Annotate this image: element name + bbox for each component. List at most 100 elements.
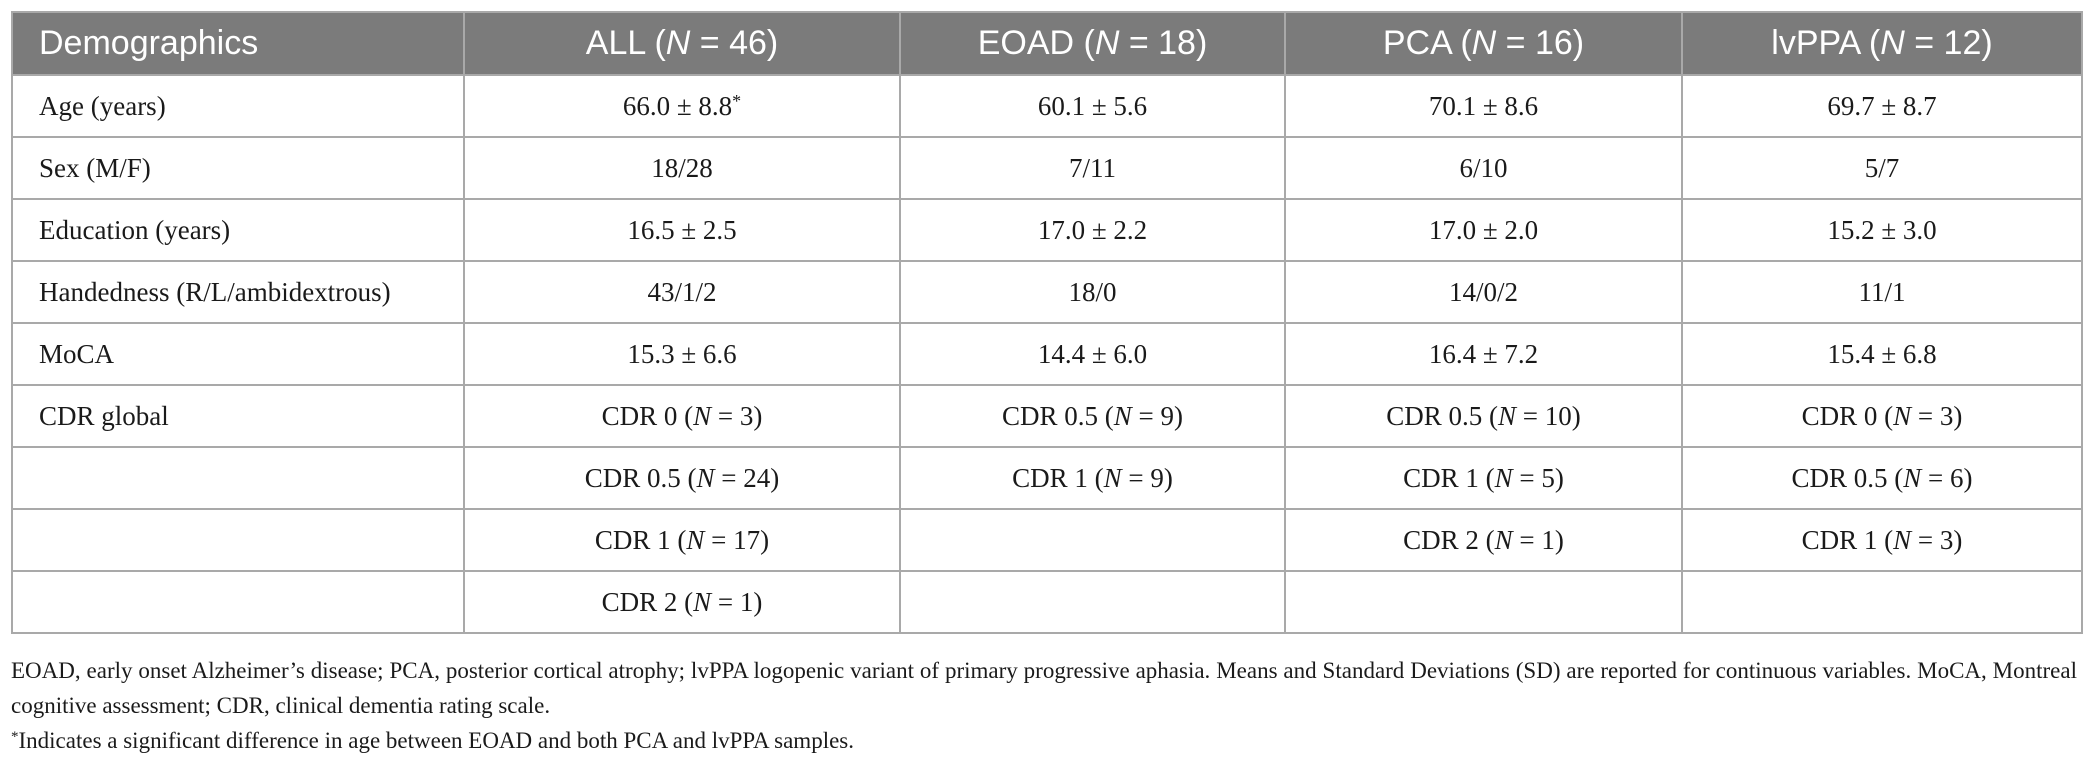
table-row: CDR global CDR 0 (N = 3) CDR 0.5 (N = 9) CD… bbox=[11, 384, 2083, 448]
header-lvppa: lvPPA (N = 12) bbox=[1681, 11, 2083, 76]
table-cell: 15.4 ± 6.8 bbox=[1681, 322, 2083, 386]
cell-value-post: = 1) bbox=[1512, 524, 1564, 555]
cell-value-italic: N bbox=[1494, 524, 1513, 555]
table-row: Handedness (R/L/ambidextrous) 43/1/2 18/0 1… bbox=[11, 260, 2083, 324]
cell-value-italic: N bbox=[696, 462, 715, 493]
table-footnotes: EOAD, early onset Alzheimer’s disease; P… bbox=[11, 653, 2077, 758]
cell-value: 6/10 bbox=[1459, 152, 1508, 183]
cell-value: 5/7 bbox=[1864, 152, 1900, 183]
header-label-italic: N bbox=[665, 24, 691, 62]
table-cell: CDR 0 (N = 3) bbox=[463, 384, 901, 448]
cell-value: 18/0 bbox=[1068, 276, 1117, 307]
header-label-pre: EOAD ( bbox=[977, 24, 1095, 62]
table-cell bbox=[899, 508, 1286, 572]
cell-value-post: = 10) bbox=[1516, 400, 1581, 431]
row-label bbox=[11, 570, 465, 634]
cell-value-pre: CDR 0 ( bbox=[1801, 400, 1894, 431]
table-cell: CDR 2 (N = 1) bbox=[463, 570, 901, 634]
table-cell: 15.2 ± 3.0 bbox=[1681, 198, 2083, 262]
row-label: Age (years) bbox=[11, 74, 465, 138]
cell-value: 69.7 ± 8.7 bbox=[1827, 90, 1937, 121]
cell-value-pre: CDR 1 ( bbox=[1801, 524, 1894, 555]
cell-value: 14/0/2 bbox=[1448, 276, 1518, 307]
cell-value-post: = 3) bbox=[711, 400, 763, 431]
table-row: CDR 1 (N = 17) CDR 2 (N = 1) CDR 1 (N = 3) bbox=[11, 508, 2083, 572]
significance-marker: * bbox=[11, 729, 19, 745]
header-label: Demographics bbox=[39, 24, 259, 62]
cell-value-post: = 9) bbox=[1121, 462, 1173, 493]
abbreviations-footnote: EOAD, early onset Alzheimer’s disease; P… bbox=[11, 658, 2077, 718]
row-label: Education (years) bbox=[11, 198, 465, 262]
table-cell: CDR 2 (N = 1) bbox=[1284, 508, 1683, 572]
row-label: Handedness (R/L/ambidextrous) bbox=[11, 260, 465, 324]
table-cell: 11/1 bbox=[1681, 260, 2083, 324]
cell-value-post: = 5) bbox=[1512, 462, 1564, 493]
cell-value: 11/1 bbox=[1858, 276, 1906, 307]
cell-value-italic: N bbox=[1113, 400, 1132, 431]
header-label-italic: N bbox=[1471, 24, 1497, 62]
header-label-post: = 16) bbox=[1496, 24, 1585, 62]
cell-value: 15.2 ± 3.0 bbox=[1827, 214, 1937, 245]
table-cell: 5/7 bbox=[1681, 136, 2083, 200]
header-eoad: EOAD (N = 18) bbox=[899, 11, 1286, 76]
cell-value: 60.1 ± 5.6 bbox=[1037, 90, 1148, 121]
cell-value-post: = 17) bbox=[704, 524, 770, 555]
cell-value-post: = 6) bbox=[1921, 462, 1973, 493]
cell-value-post: = 9) bbox=[1131, 400, 1183, 431]
header-all: ALL (N = 46) bbox=[463, 11, 901, 76]
table-row: Sex (M/F) 18/28 7/11 6/10 5/7 bbox=[11, 136, 2083, 200]
table-cell: CDR 1 (N = 3) bbox=[1681, 508, 2083, 572]
table-cell: CDR 0.5 (N = 10) bbox=[1284, 384, 1683, 448]
header-label-pre: PCA ( bbox=[1382, 24, 1472, 62]
cell-value: 18/28 bbox=[651, 152, 713, 183]
header-label-pre: ALL ( bbox=[585, 24, 666, 62]
row-label bbox=[11, 446, 465, 510]
table-cell: 16.5 ± 2.5 bbox=[463, 198, 901, 262]
table-cell: 66.0 ± 8.8* bbox=[463, 74, 901, 138]
row-label: MoCA bbox=[11, 322, 465, 386]
table-cell: 70.1 ± 8.6 bbox=[1284, 74, 1683, 138]
cell-value-post: = 24) bbox=[714, 462, 780, 493]
cell-value-pre: CDR 0.5 ( bbox=[1791, 462, 1904, 493]
table-cell: 15.3 ± 6.6 bbox=[463, 322, 901, 386]
cell-value-pre: CDR 2 ( bbox=[1403, 524, 1495, 555]
cell-value-italic: N bbox=[1893, 400, 1912, 431]
cell-value: 7/11 bbox=[1069, 152, 1116, 183]
cell-value-italic: N bbox=[1498, 400, 1517, 431]
cell-value: 17.0 ± 2.2 bbox=[1037, 214, 1148, 245]
table-cell: 18/0 bbox=[899, 260, 1286, 324]
header-label-pre: lvPPA ( bbox=[1771, 24, 1881, 62]
table-header-row: Demographics ALL (N = 46) EOAD (N = 18) PCA… bbox=[11, 11, 2083, 76]
table-cell: 60.1 ± 5.6 bbox=[899, 74, 1286, 138]
cell-value-italic: N bbox=[1893, 524, 1912, 555]
cell-value-pre: CDR 2 ( bbox=[601, 586, 694, 617]
demographics-table: Demographics ALL (N = 46) EOAD (N = 18) PCA… bbox=[11, 11, 2083, 634]
demographics-table-container: Demographics ALL (N = 46) EOAD (N = 18) PCA… bbox=[11, 11, 2083, 634]
cell-value: 70.1 ± 8.6 bbox=[1428, 90, 1539, 121]
table-cell: 43/1/2 bbox=[463, 260, 901, 324]
cell-value-pre: CDR 1 ( bbox=[1403, 462, 1495, 493]
table-cell: 16.4 ± 7.2 bbox=[1284, 322, 1683, 386]
header-label-italic: N bbox=[1094, 24, 1120, 62]
cell-value-post: = 3) bbox=[1911, 400, 1963, 431]
cell-value: 15.3 ± 6.6 bbox=[627, 338, 737, 369]
cell-value: 16.4 ± 7.2 bbox=[1428, 338, 1539, 369]
row-label bbox=[11, 508, 465, 572]
table-row: MoCA 15.3 ± 6.6 14.4 ± 6.0 16.4 ± 7.2 15.4 ±… bbox=[11, 322, 2083, 386]
table-row: CDR 0.5 (N = 24) CDR 1 (N = 9) CDR 1 (N = … bbox=[11, 446, 2083, 510]
cell-value: 43/1/2 bbox=[647, 276, 717, 307]
cell-value-pre: CDR 1 ( bbox=[1012, 462, 1104, 493]
table-cell: CDR 0.5 (N = 24) bbox=[463, 446, 901, 510]
table-cell: 17.0 ± 2.2 bbox=[899, 198, 1286, 262]
table-row: Age (years) 66.0 ± 8.8* 60.1 ± 5.6 70.1 ± 8… bbox=[11, 74, 2083, 138]
cell-value: 15.4 ± 6.8 bbox=[1827, 338, 1937, 369]
header-demographics: Demographics bbox=[11, 11, 465, 76]
row-label: Sex (M/F) bbox=[11, 136, 465, 200]
cell-value-pre: CDR 0.5 ( bbox=[1386, 400, 1499, 431]
table-cell: CDR 0.5 (N = 6) bbox=[1681, 446, 2083, 510]
cell-value-post: = 3) bbox=[1911, 524, 1963, 555]
significance-footnote-text: Indicates a significant difference in ag… bbox=[18, 728, 855, 753]
table-cell: 6/10 bbox=[1284, 136, 1683, 200]
cell-value-italic: N bbox=[1103, 462, 1122, 493]
table-row: Education (years) 16.5 ± 2.5 17.0 ± 2.2 17.… bbox=[11, 198, 2083, 262]
